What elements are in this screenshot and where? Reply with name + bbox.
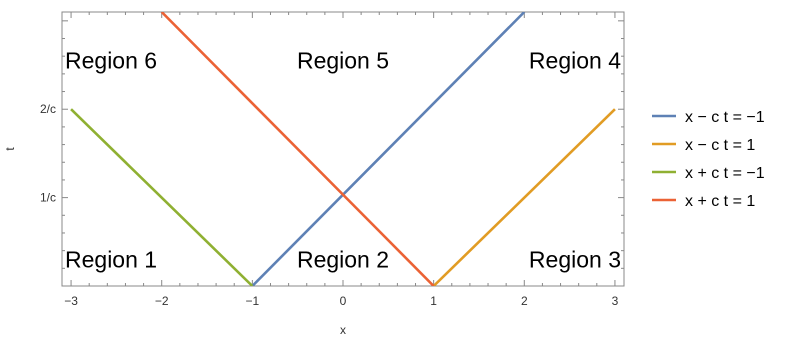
y-tick-label: 1/c xyxy=(40,191,56,205)
series-line-4 xyxy=(160,12,435,286)
region-label-6: Region 6 xyxy=(65,48,157,74)
legend-label-1: x − c t = −1 xyxy=(685,109,765,126)
region-label-2: Region 2 xyxy=(297,246,389,272)
region-label-3: Region 3 xyxy=(529,246,621,272)
region-label-5: Region 5 xyxy=(297,48,389,74)
x-axis-label: x xyxy=(340,323,346,337)
x-tick-label: −3 xyxy=(64,294,78,308)
x-tick-label: 1 xyxy=(430,294,437,308)
x-tick-label: −2 xyxy=(155,294,169,308)
x-tick-label: −1 xyxy=(246,294,260,308)
series-line-3 xyxy=(70,108,254,286)
x-tick-label: 0 xyxy=(340,294,347,308)
y-tick-label: 2/c xyxy=(40,102,56,116)
legend: x − c t = −1 x − c t = 1 x + c t = −1 x + c… xyxy=(652,109,765,210)
x-tick-label: 2 xyxy=(521,294,528,308)
region-label-1: Region 1 xyxy=(65,246,157,272)
series-line-1 xyxy=(251,12,526,286)
y-axis-label: t xyxy=(3,147,17,151)
x-tick-label: 3 xyxy=(612,294,619,308)
legend-label-4: x + c t = 1 xyxy=(685,193,755,210)
legend-label-3: x + c t = −1 xyxy=(685,165,765,182)
region-label-4: Region 4 xyxy=(529,48,621,74)
legend-label-2: x − c t = 1 xyxy=(685,137,755,154)
series-line-2 xyxy=(432,108,616,286)
plot-area: −3 −2 −1 0 1 2 3 1/c 2/c Region 1 Region 2 Region 3… xyxy=(40,11,625,308)
